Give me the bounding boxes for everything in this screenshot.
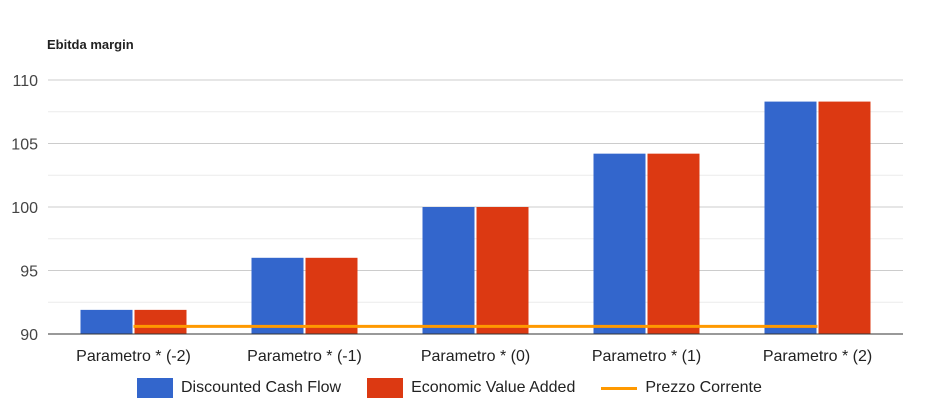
x-tick-label: Parametro * (0)	[421, 348, 530, 365]
y-tick-label: 110	[12, 73, 38, 90]
bar-eva	[647, 153, 700, 334]
bar-dcf	[764, 101, 817, 334]
bar-dcf	[80, 309, 133, 334]
legend-label-prezzo: Prezzo Corrente	[645, 379, 762, 396]
bar-eva	[818, 101, 871, 334]
legend-item-eva[interactable]: Economic Value Added	[367, 378, 575, 398]
legend-swatch-eva	[367, 378, 404, 398]
legend-item-dcf[interactable]: Discounted Cash Flow	[137, 378, 341, 398]
y-tick-label: 90	[20, 327, 38, 344]
bar-dcf	[422, 207, 475, 334]
bar-eva	[134, 309, 187, 334]
bar-eva	[476, 207, 529, 334]
x-tick-label: Parametro * (2)	[763, 348, 872, 365]
legend-swatch-prezzo	[601, 386, 638, 390]
x-tick-label: Parametro * (-1)	[247, 348, 362, 365]
y-tick-label: 100	[11, 200, 38, 217]
x-tick-label: Parametro * (-2)	[76, 348, 191, 365]
bar-dcf	[251, 257, 304, 334]
y-tick-label: 105	[11, 137, 38, 154]
x-tick-label: Parametro * (1)	[592, 348, 701, 365]
bar-eva	[305, 257, 358, 334]
legend: Discounted Cash Flow Economic Value Adde…	[137, 378, 788, 398]
bar-dcf	[593, 153, 646, 334]
y-tick-label: 95	[20, 264, 38, 281]
legend-item-prezzo[interactable]: Prezzo Corrente	[601, 379, 762, 397]
legend-label-eva: Economic Value Added	[411, 379, 576, 396]
legend-label-dcf: Discounted Cash Flow	[181, 379, 342, 396]
legend-swatch-dcf	[137, 378, 173, 398]
chart-title: Ebitda margin	[47, 37, 134, 52]
